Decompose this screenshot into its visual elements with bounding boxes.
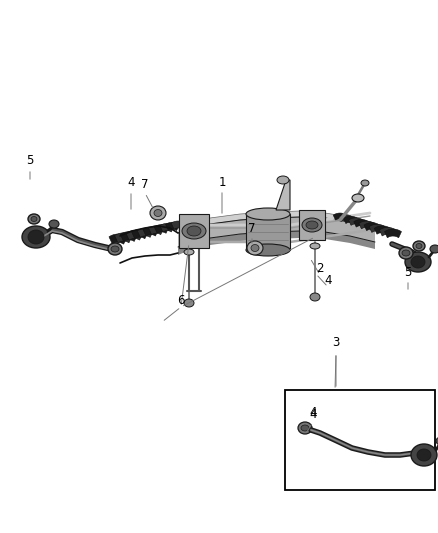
Polygon shape xyxy=(131,229,148,239)
Polygon shape xyxy=(120,232,138,241)
Text: 6: 6 xyxy=(177,294,185,306)
Text: 7: 7 xyxy=(248,222,256,235)
Bar xyxy=(285,390,435,490)
Polygon shape xyxy=(160,223,174,232)
Ellipse shape xyxy=(411,256,425,268)
Ellipse shape xyxy=(28,214,40,224)
Text: 4: 4 xyxy=(324,274,332,287)
Ellipse shape xyxy=(405,252,431,272)
Ellipse shape xyxy=(246,208,290,220)
Text: 7: 7 xyxy=(141,179,149,191)
Polygon shape xyxy=(354,220,369,227)
Polygon shape xyxy=(109,234,127,244)
Polygon shape xyxy=(333,213,347,220)
Polygon shape xyxy=(379,228,396,236)
Ellipse shape xyxy=(417,449,431,461)
Polygon shape xyxy=(246,214,290,250)
Ellipse shape xyxy=(302,218,322,232)
Polygon shape xyxy=(338,215,352,222)
Text: 4: 4 xyxy=(127,176,135,190)
Ellipse shape xyxy=(301,425,309,431)
Ellipse shape xyxy=(251,245,259,252)
Polygon shape xyxy=(299,210,325,240)
Ellipse shape xyxy=(187,226,201,236)
Ellipse shape xyxy=(306,221,318,229)
Ellipse shape xyxy=(352,194,364,202)
Ellipse shape xyxy=(361,180,369,186)
Ellipse shape xyxy=(411,444,437,466)
Polygon shape xyxy=(178,231,375,255)
Ellipse shape xyxy=(399,247,413,259)
Ellipse shape xyxy=(184,249,194,255)
Text: 5: 5 xyxy=(404,265,412,279)
Polygon shape xyxy=(171,221,185,229)
Text: 4: 4 xyxy=(309,406,317,418)
Polygon shape xyxy=(369,224,385,232)
Polygon shape xyxy=(166,222,180,231)
Ellipse shape xyxy=(246,244,290,256)
Ellipse shape xyxy=(298,422,312,434)
Ellipse shape xyxy=(150,206,166,220)
Polygon shape xyxy=(143,227,159,236)
Ellipse shape xyxy=(182,223,206,239)
Ellipse shape xyxy=(22,226,50,248)
Ellipse shape xyxy=(154,209,162,216)
Polygon shape xyxy=(179,214,209,248)
Ellipse shape xyxy=(111,246,119,252)
Ellipse shape xyxy=(247,241,263,255)
Polygon shape xyxy=(276,180,290,210)
Ellipse shape xyxy=(31,216,37,222)
Polygon shape xyxy=(385,229,402,238)
Text: 4: 4 xyxy=(309,408,317,422)
Ellipse shape xyxy=(430,245,438,253)
Polygon shape xyxy=(178,211,375,233)
Ellipse shape xyxy=(310,293,320,301)
Ellipse shape xyxy=(28,230,44,244)
Polygon shape xyxy=(154,224,169,233)
Ellipse shape xyxy=(49,220,59,228)
Polygon shape xyxy=(178,217,375,247)
Ellipse shape xyxy=(413,241,425,251)
Text: 5: 5 xyxy=(26,155,34,167)
Ellipse shape xyxy=(184,299,194,307)
Polygon shape xyxy=(137,228,153,237)
Ellipse shape xyxy=(310,243,320,249)
Polygon shape xyxy=(374,226,391,234)
Polygon shape xyxy=(359,221,374,229)
Text: 2: 2 xyxy=(316,262,324,274)
Polygon shape xyxy=(364,223,380,231)
Polygon shape xyxy=(148,226,164,235)
Text: 3: 3 xyxy=(332,336,340,350)
Ellipse shape xyxy=(436,437,438,445)
Ellipse shape xyxy=(402,250,410,256)
Polygon shape xyxy=(343,216,358,223)
Ellipse shape xyxy=(108,243,122,255)
Polygon shape xyxy=(349,218,363,225)
Text: 1: 1 xyxy=(218,176,226,190)
Polygon shape xyxy=(126,230,143,240)
Ellipse shape xyxy=(416,244,422,248)
Ellipse shape xyxy=(277,176,289,184)
Polygon shape xyxy=(115,233,132,243)
